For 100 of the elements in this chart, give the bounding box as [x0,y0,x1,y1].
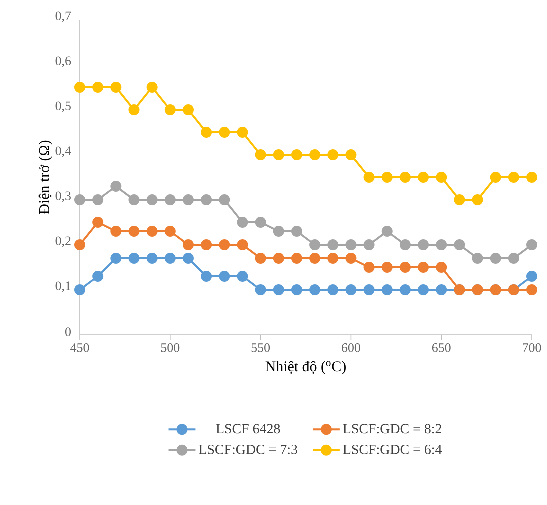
legend-label: LSCF 6428 [216,424,280,434]
point [201,271,212,282]
point [201,127,212,138]
point [219,271,230,282]
y-tick-label: 0,1 [56,282,71,292]
point [364,262,375,273]
point [201,194,212,206]
y-tick-label: 0 [66,328,71,336]
x-tick-label: 650 [432,344,451,352]
point [328,240,339,250]
point [146,253,158,264]
point [418,284,430,296]
point [128,253,140,264]
point [219,127,230,138]
point [418,240,430,250]
point [273,150,284,160]
point [237,240,248,250]
point [146,82,158,94]
point [291,226,302,237]
point [346,240,357,250]
legend-label: LSCF:GDC = 7:3 [199,444,298,454]
y-axis-title: Điện trở (Ω) [38,140,52,214]
point [454,240,466,250]
point [237,271,248,282]
point [291,284,302,296]
point [346,150,357,160]
y-tick-label: 0,2 [56,236,71,248]
point [418,262,430,273]
point [273,253,284,264]
point [508,172,520,183]
point [92,217,104,228]
x-tick-label: 550 [252,344,270,352]
point [346,253,357,264]
point [490,172,502,183]
point [128,104,140,116]
point [182,253,194,264]
point [364,240,375,250]
point [255,253,266,264]
legend-label: LSCF:GDC = 8:2 [343,424,442,434]
point [110,226,122,237]
point [400,240,411,250]
point [418,172,430,183]
point [291,253,302,264]
point [436,240,448,250]
point [472,253,484,264]
point [364,172,375,183]
point [164,226,176,237]
point [310,284,321,296]
point [237,217,248,228]
point [328,150,339,160]
point [400,284,411,296]
point [436,172,448,183]
point [400,172,411,183]
point [255,217,266,228]
x-tick-label: 700 [523,344,542,352]
point [164,194,176,206]
point [436,284,448,296]
point [310,150,321,160]
point [146,194,158,206]
point [472,194,484,206]
point [219,194,230,206]
y-tick-label: 0,4 [56,146,72,158]
y-tick-label: 0,7 [56,12,72,22]
point [526,271,538,282]
point [92,82,104,94]
point [146,226,158,237]
point [273,226,284,237]
point [92,271,104,282]
point [454,194,466,206]
legend-label: LSCF:GDC = 6:4 [343,444,442,454]
point [526,172,538,183]
point [255,150,266,160]
y-tick-label: 0,5 [56,102,71,112]
point [310,253,321,264]
point [526,284,538,296]
y-tick-label: 0,6 [56,56,72,68]
point [310,240,321,250]
point [182,104,194,116]
point [110,253,122,264]
point [110,181,122,192]
point [382,226,393,237]
point [237,127,248,138]
y-tick-label: 0,3 [56,192,71,202]
point [92,194,104,206]
point [128,226,140,237]
x-tick-label: 500 [161,344,180,352]
point [490,253,502,264]
x-tick-label: 600 [342,344,360,352]
point [273,284,284,296]
point [508,253,520,264]
point [328,284,339,296]
point [436,262,448,273]
point [382,262,393,273]
point [201,240,212,250]
point [382,172,393,183]
point [164,104,176,116]
x-tick-label: 450 [70,344,90,352]
point [219,240,230,250]
x-axis-title: Nhiệt độ ($^{o}$C) [266,361,346,375]
point [164,253,176,264]
